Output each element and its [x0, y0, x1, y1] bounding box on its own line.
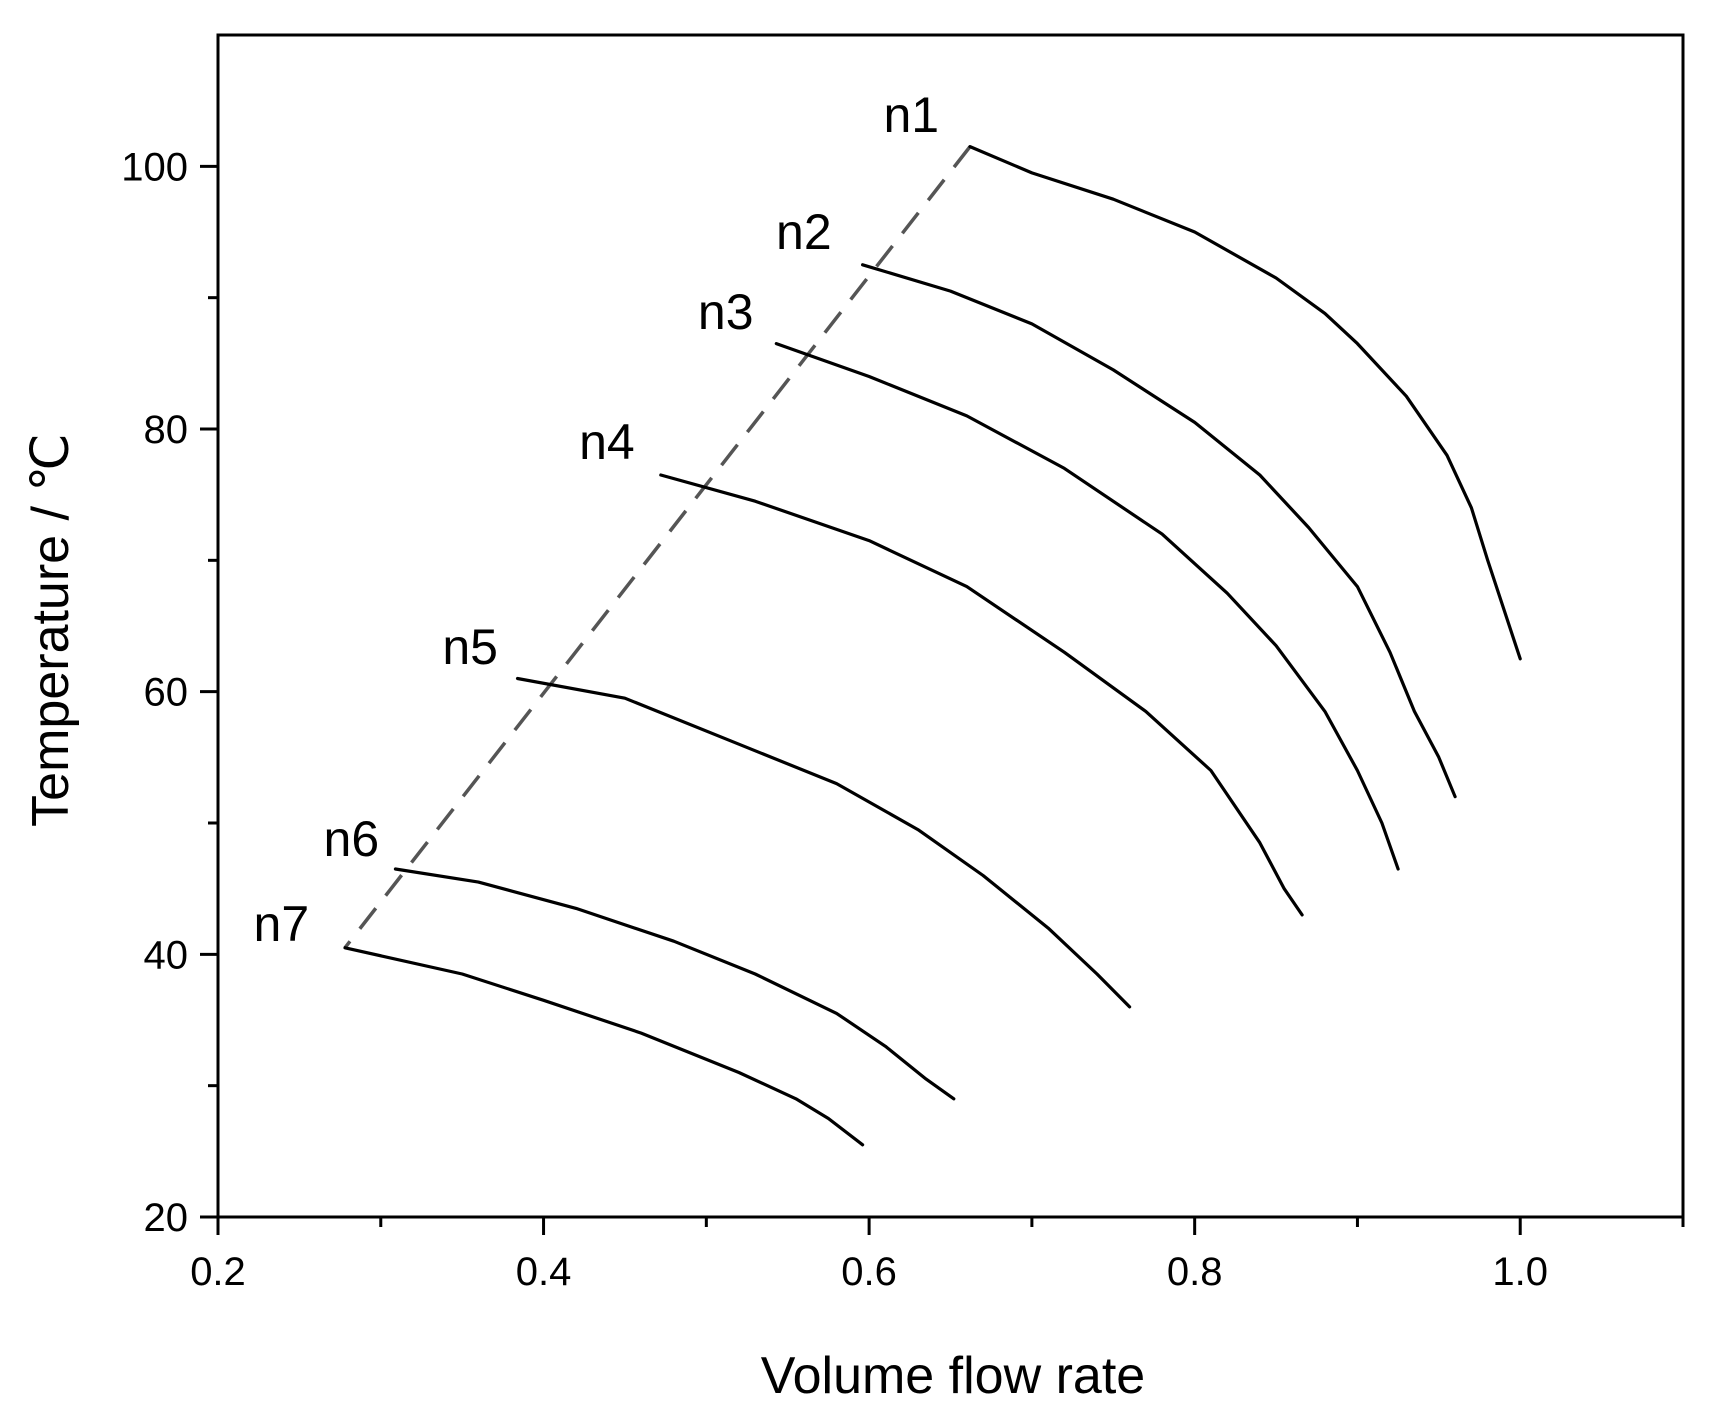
x-tick-label: 0.8 [1167, 1250, 1223, 1294]
x-tick-label: 1.0 [1492, 1250, 1548, 1294]
y-tick-label: 40 [144, 933, 189, 977]
series-label-n3: n3 [698, 284, 754, 340]
plot-border [216, 33, 1685, 1219]
y-tick-label: 60 [144, 671, 189, 715]
series-label-n7: n7 [254, 896, 310, 952]
series-layer [343, 145, 1522, 1147]
trend-line-layer [343, 145, 972, 949]
y-tick-label: 80 [144, 408, 189, 452]
x-tick-label: 0.4 [516, 1250, 572, 1294]
dashed-trend-line [343, 145, 972, 949]
series-label-n1: n1 [883, 87, 939, 143]
series-line-n6 [393, 867, 956, 1101]
series-line-n4 [659, 473, 1304, 917]
series-line-n3 [774, 342, 1400, 871]
series-label-n4: n4 [579, 414, 635, 470]
series-line-n5 [515, 676, 1132, 1009]
series-line-n2 [860, 263, 1457, 799]
series-line-n1 [968, 145, 1522, 661]
x-tick-label: 0.6 [841, 1250, 897, 1294]
x-tick-label: 0.2 [190, 1250, 246, 1294]
plot-frame [216, 33, 1685, 1219]
x-axis: 0.2 0.4 0.6 0.8 1.0 [190, 1217, 1685, 1294]
y-tick-label: 20 [144, 1196, 189, 1240]
y-tick-label: 100 [121, 145, 188, 189]
x-axis-title: Volume flow rate [761, 1347, 1145, 1405]
series-label-n6: n6 [324, 811, 380, 867]
y-axis: 20 40 60 80 100 [121, 145, 218, 1240]
series-label-n2: n2 [776, 204, 832, 260]
y-axis-title: Temperature / ℃ [22, 433, 80, 827]
series-line-n7 [343, 946, 865, 1147]
series-label-n5: n5 [442, 619, 498, 675]
